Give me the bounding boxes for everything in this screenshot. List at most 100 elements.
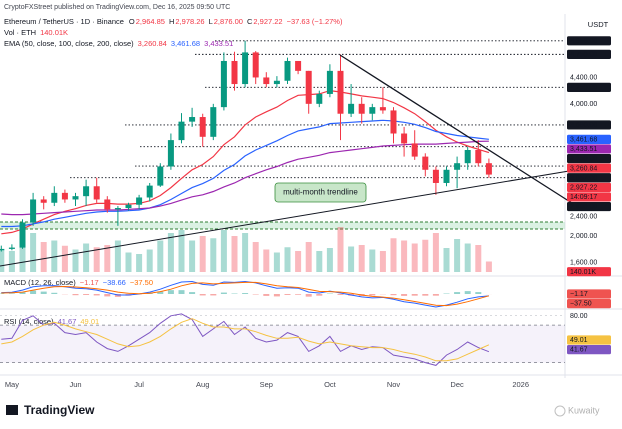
price-axis-label: 4,250.00 (570, 84, 597, 91)
legend-item: 41.67 (58, 317, 77, 326)
volume-bar (189, 240, 196, 272)
macd-histogram-bar (104, 294, 111, 297)
macd-histogram-bar (220, 292, 227, 294)
volume-bar (114, 240, 121, 272)
candle-body (295, 60, 302, 71)
price-axis: 4,956.00 4,750.00 4,400.00 4,250.00 4,000.00… (567, 36, 611, 355)
macd-histogram-bar (189, 292, 196, 294)
candle-body (305, 70, 312, 104)
candle-body (72, 196, 79, 200)
candle-body (178, 121, 185, 141)
volume-bar (199, 236, 206, 272)
currency: USDT (588, 20, 609, 29)
ema-line (1, 89, 490, 235)
volume-bar (295, 251, 302, 272)
legend-item: C (247, 17, 253, 26)
candle-body (411, 143, 418, 157)
volume-bar (242, 233, 249, 272)
price-label-box (567, 82, 611, 92)
volume-bar (40, 242, 47, 272)
legend-item: 2,876.00 (214, 17, 243, 26)
price-axis-label: 3,350.00 (570, 156, 597, 163)
volume-bar (72, 249, 79, 272)
volume-bar (411, 243, 418, 272)
macd-histogram-bar (369, 294, 376, 296)
legend-item: −38.66 (103, 278, 126, 287)
candle-body (316, 93, 323, 104)
legend-item: −37.63 (−1.27%) (287, 17, 343, 26)
volume-bar (252, 242, 259, 272)
volume-bar (369, 249, 376, 272)
volume-bar (19, 238, 26, 272)
candle-body (432, 169, 439, 183)
macd-histogram-bar (19, 292, 26, 294)
volume-bar (178, 230, 185, 272)
macd-histogram-bar (337, 294, 344, 295)
price-axis-label: 3,433.51 (570, 146, 597, 153)
macd-histogram-bar (83, 294, 90, 295)
macd-histogram-bar (242, 293, 249, 294)
volume-bar (273, 252, 280, 272)
macd-histogram-bar (454, 292, 461, 294)
candle-body (8, 247, 15, 249)
x-tick-label: Sep (260, 380, 273, 389)
legend-item: 3,433.51 (204, 39, 233, 48)
volume-bar (379, 251, 386, 272)
logo-mark (6, 405, 18, 415)
published-note: CryptoFXStreet published on TradingView.… (4, 4, 230, 11)
ema-line (1, 119, 489, 228)
legend-item: 3,461.68 (171, 39, 200, 48)
macd-histogram-bar (401, 294, 408, 296)
candle-body (358, 103, 365, 114)
macd-histogram-bar (72, 294, 79, 296)
macd-histogram-bar (390, 294, 397, 296)
candle-body (30, 199, 37, 223)
legend-item: 49.01 (80, 317, 99, 326)
price-axis-label: 3,057.00 (570, 175, 597, 182)
macd-histogram-bar (432, 294, 439, 296)
ema-line (1, 140, 489, 216)
candle-body (220, 60, 227, 108)
candle-body (114, 208, 121, 210)
annotation: multi-month trendline (283, 188, 358, 197)
macd-line (1, 280, 489, 308)
volume-bar (146, 249, 153, 272)
price-label-box (567, 182, 611, 192)
x-tick-label: Aug (196, 380, 209, 389)
price-axis-label: 4,956.00 (570, 38, 597, 45)
candle-body (379, 107, 386, 111)
volume-bar (284, 247, 291, 272)
price-axis-label: 2,000.00 (570, 233, 597, 240)
volume-bar (30, 233, 37, 272)
volume-bar (348, 246, 355, 272)
legend-item: Ethereum / TetherUS · 1D · Binance (4, 17, 124, 26)
candle-body (157, 166, 164, 186)
price-label-box (567, 49, 611, 59)
volume-bar (0, 249, 5, 272)
candle-body (0, 248, 5, 251)
price-axis-label: −1.17 (570, 291, 588, 298)
price-label-box (567, 173, 611, 183)
macd-histogram-bar (295, 294, 302, 295)
volume-bar (8, 251, 15, 272)
legend-item: O (129, 17, 135, 26)
candle-body (454, 163, 461, 170)
legend-item: MACD (12, 26, close) (4, 278, 76, 287)
price-label-box (567, 36, 611, 46)
price-axis-label: 3,680.00 (570, 122, 597, 129)
volume-bar (231, 236, 238, 272)
volume-bar (61, 245, 68, 272)
candle-body (136, 197, 143, 205)
volume-bar (464, 243, 471, 272)
volume-bar (475, 245, 482, 272)
macd-histogram-bar (422, 294, 429, 296)
candle-body (252, 52, 259, 78)
macd-histogram-bar (157, 291, 164, 294)
macd-histogram-bar (263, 294, 270, 296)
legend-item: −1.17 (80, 278, 99, 287)
price-label-box (567, 134, 611, 144)
price-label-box (567, 289, 611, 299)
candle-body (422, 156, 429, 170)
support-zone (0, 222, 565, 229)
price-label-box (567, 153, 611, 164)
